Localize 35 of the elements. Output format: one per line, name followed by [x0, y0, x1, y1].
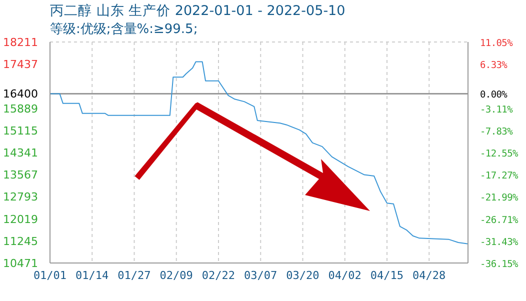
- y2-tick-label: -12.55%: [480, 148, 519, 160]
- y-tick-label: 17437: [3, 58, 38, 72]
- y-tick-label: 16400: [3, 88, 38, 101]
- x-tick-label: 02/09: [160, 268, 193, 282]
- y-tick-label: 13567: [3, 168, 38, 182]
- line-series: [50, 61, 468, 244]
- y2-tick-label: -26.71%: [480, 214, 519, 226]
- y2-tick-label: -36.15%: [480, 259, 519, 270]
- y-tick-label: 15115: [3, 124, 38, 138]
- y2-tick-label: 6.33%: [480, 60, 508, 72]
- x-tick-label: 01/27: [118, 268, 151, 282]
- y2-tick-label: -21.99%: [480, 192, 519, 204]
- y-tick-label: 10471: [3, 257, 38, 270]
- y2-tick-label: -7.83%: [480, 126, 514, 138]
- chart-title: 丙二醇 山东 生产价 2022-01-01 - 2022-05-10: [50, 2, 346, 20]
- x-tick-label: 04/15: [370, 268, 404, 282]
- y2-tick-label: 11.05%: [480, 38, 514, 49]
- x-tick-label: 01/14: [76, 268, 110, 282]
- y-tick-label: 12793: [3, 190, 38, 204]
- y2-tick-label: 0.00%: [480, 90, 508, 101]
- y-tick-label: 12019: [3, 212, 38, 226]
- y-tick-label: 15889: [3, 102, 38, 116]
- chart-subtitle: 等级:优级;含量%:≥99.5;: [50, 21, 198, 38]
- y-tick-label: 14341: [3, 146, 38, 160]
- x-tick-label: 04/28: [412, 268, 446, 282]
- y-tick-label: 18211: [3, 36, 38, 49]
- x-tick-label: 02/22: [202, 268, 236, 282]
- y2-tick-label: -17.27%: [480, 170, 519, 182]
- x-tick-label: 01/01: [33, 268, 67, 282]
- x-tick-label: 03/07: [244, 268, 278, 282]
- y2-tick-label: -3.11%: [480, 104, 514, 116]
- y2-tick-label: -31.43%: [480, 236, 519, 248]
- x-tick-label: 04/02: [328, 268, 362, 282]
- y-tick-label: 11245: [3, 234, 38, 248]
- x-tick-label: 03/20: [286, 268, 320, 282]
